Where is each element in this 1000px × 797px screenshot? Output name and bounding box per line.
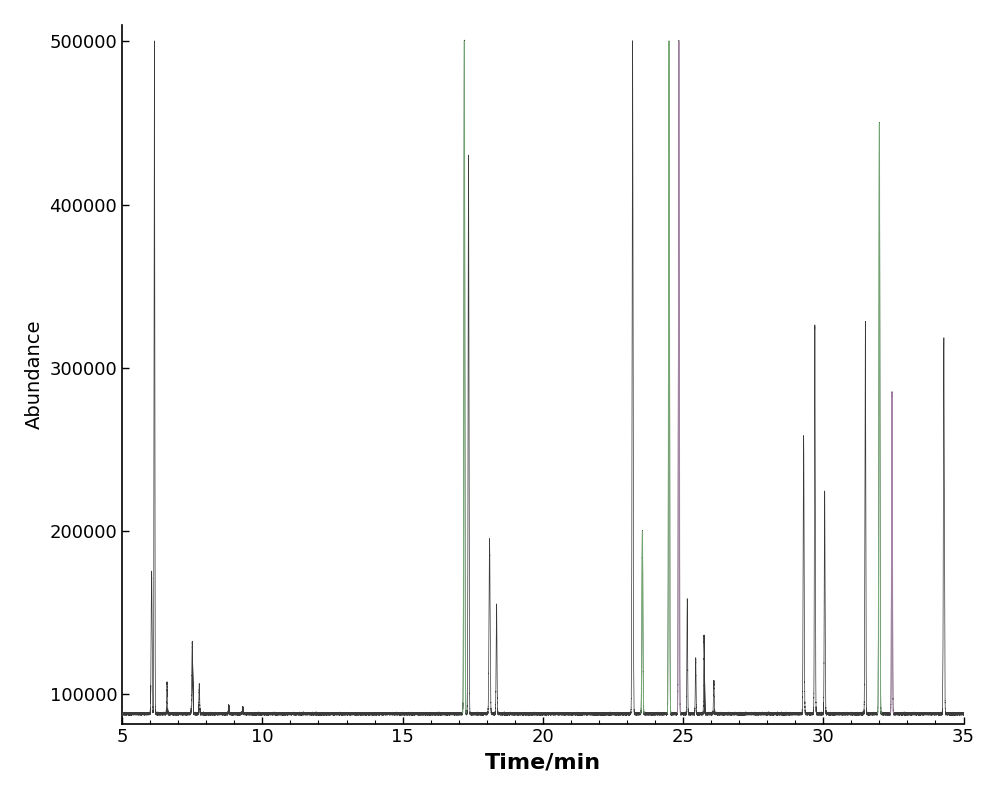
X-axis label: Time/min: Time/min <box>485 752 601 772</box>
Y-axis label: Abundance: Abundance <box>25 320 44 429</box>
